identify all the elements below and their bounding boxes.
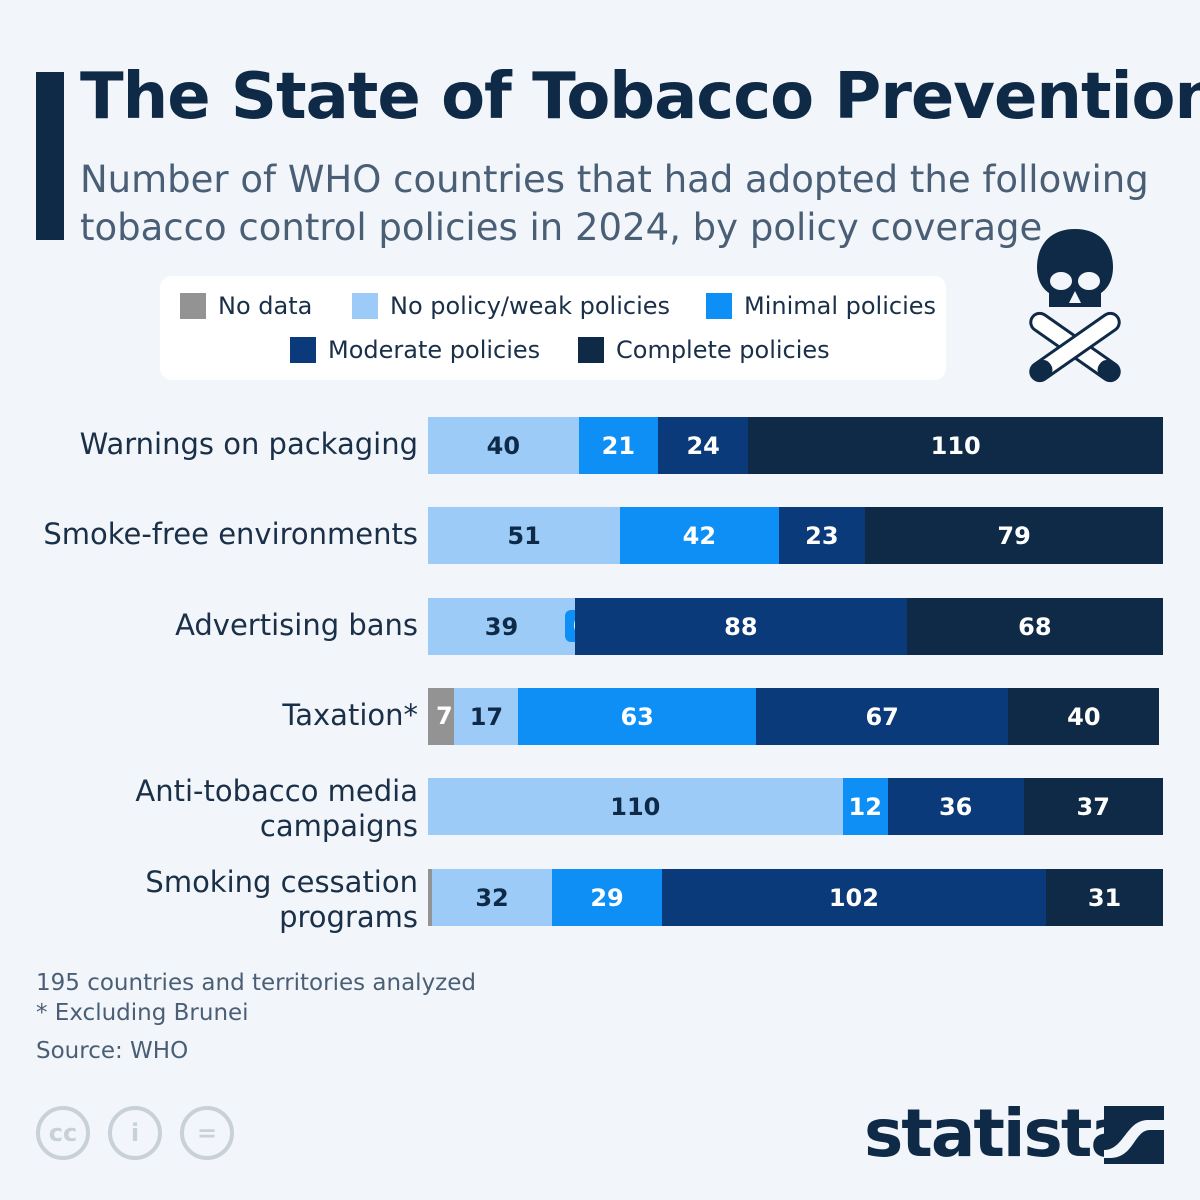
data-label: 21 (601, 431, 636, 460)
data-label: 51 (507, 521, 541, 550)
legend-item: No policy/weak policies (352, 292, 670, 320)
bar-segment: 67 (755, 688, 1009, 745)
bar-segment: 63 (518, 688, 756, 745)
data-label: 24 (686, 431, 720, 460)
data-label: 68 (1018, 612, 1052, 641)
data-label: 88 (724, 612, 758, 641)
legend-swatch (352, 293, 378, 319)
skull-crossed-cigarettes-icon (1029, 229, 1121, 383)
attribution-icon[interactable]: i (108, 1106, 162, 1160)
bar-segment: 36 (887, 778, 1024, 835)
legend-swatch (290, 337, 316, 363)
bar-segment: 79 (865, 507, 1163, 564)
footnote-brunei: * Excluding Brunei (36, 1000, 249, 1026)
bar-segment: 39 (428, 598, 575, 655)
legend-label: No data (218, 292, 313, 320)
bar-segment: 51 (428, 507, 621, 564)
legend-item: No data (180, 292, 312, 320)
data-label: 31 (1087, 883, 1122, 912)
bar-segment: 31 (1046, 869, 1163, 926)
data-label: 32 (475, 883, 509, 912)
bar-segment: 102 (661, 869, 1047, 926)
data-label: 79 (997, 521, 1031, 550)
category-label: Anti-tobacco media campaigns (135, 774, 418, 843)
data-label: 102 (828, 883, 879, 912)
legend-label: Complete policies (616, 336, 830, 364)
bar-segment: 37 (1023, 778, 1163, 835)
legend-item: Moderate policies (290, 336, 540, 364)
bar-segment: 68 (906, 598, 1163, 655)
legend-label: Moderate policies (328, 336, 541, 364)
legend: No data No policy/weak policies Minimal … (160, 276, 946, 380)
data-label: 42 (682, 521, 717, 550)
legend-swatch (706, 293, 732, 319)
data-label: 40 (486, 431, 521, 460)
data-label: 67 (865, 702, 899, 731)
legend-label: No policy/weak policies (390, 292, 671, 320)
no-derivatives-icon[interactable]: = (180, 1106, 234, 1160)
data-label: 36 (938, 792, 973, 821)
bar-segment: 17 (454, 688, 519, 745)
footnote-countries: 195 countries and territories analyzed (36, 970, 477, 996)
title-accent-bar (36, 72, 64, 240)
legend-item: Minimal policies (706, 292, 936, 320)
legend-label: Minimal policies (744, 292, 937, 320)
data-label: 63 (620, 702, 654, 731)
statista-logo-icon (1104, 1106, 1164, 1164)
data-label: 17 (469, 702, 504, 731)
bar-segment: 42 (620, 507, 779, 564)
bar-segment: 29 (552, 869, 662, 926)
category-label: Smoking cessation programs (145, 865, 418, 934)
bar-segment: 32 (431, 869, 553, 926)
bar-segment: 110 (428, 778, 843, 835)
legend-item: Complete policies (578, 336, 830, 364)
statista-logo[interactable]: statista (864, 1095, 1135, 1172)
data-label: 23 (805, 521, 839, 550)
bar-segment: 21 (578, 417, 658, 474)
data-label: 37 (1076, 792, 1110, 821)
page-title: The State of Tobacco Prevention (80, 60, 1200, 134)
category-label: Smoke-free environments (43, 517, 418, 551)
category-label: Advertising bans (175, 608, 418, 642)
data-label: 40 (1067, 702, 1101, 731)
data-label: 110 (930, 431, 981, 460)
cc-license-icon[interactable]: cc (36, 1106, 90, 1160)
data-label: 29 (590, 883, 624, 912)
category-label: Warnings on packaging (79, 427, 418, 461)
bar-segment: 88 (575, 598, 907, 655)
source: Source: WHO (36, 1038, 189, 1064)
legend-swatch (180, 293, 206, 319)
bar-segment: 110 (748, 417, 1163, 474)
data-label: 39 (484, 612, 519, 641)
data-label: 12 (848, 792, 882, 821)
bar-segment: 12 (842, 778, 888, 835)
bar-segment: 40 (1008, 688, 1160, 745)
category-label: Taxation* (282, 698, 418, 732)
legend-swatch (578, 337, 604, 363)
subtitle: Number of WHO countries that had adopted… (80, 158, 1149, 249)
bar-segment: 24 (657, 417, 749, 474)
bar-segment: 40 (428, 417, 579, 474)
data-label: 110 (610, 792, 661, 821)
bar-segment: 23 (778, 507, 866, 564)
